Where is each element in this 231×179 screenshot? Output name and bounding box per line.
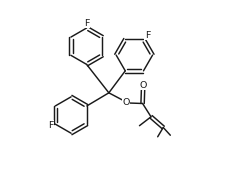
Text: O: O [140,81,147,90]
Text: F: F [145,31,150,40]
Text: F: F [48,121,53,130]
Text: O: O [122,98,130,107]
Text: F: F [84,19,89,28]
